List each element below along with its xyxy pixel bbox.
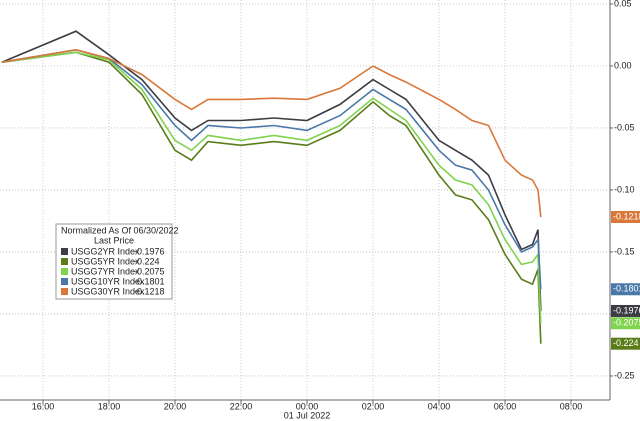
legend-label: USGG7YR Index: [71, 266, 140, 276]
x-tick-label: 00:00: [296, 401, 319, 411]
legend: Normalized As Of 06/30/2022 Last Price U…: [55, 223, 179, 300]
x-tick-label: 02:00: [362, 401, 385, 411]
x-tick-label: 18:00: [98, 401, 121, 411]
last-value-tag: [611, 304, 640, 317]
plot-area: [0, 0, 610, 400]
last-value-label: -0.1218: [613, 211, 640, 221]
x-tick-label: 20:00: [164, 401, 187, 411]
legend-value: -0.1801: [134, 276, 165, 286]
y-tick-label: 0.00: [614, 60, 632, 70]
last-value-label: -0.1801: [613, 284, 640, 294]
last-value-label: -0.2075: [613, 318, 640, 328]
line: [1, 48, 542, 218]
line: [1, 51, 542, 324]
last-value-tag: [611, 337, 640, 350]
y-tick-label: -0.15: [614, 246, 635, 256]
last-value-tag: [611, 210, 640, 223]
legend-swatch: [61, 278, 68, 285]
legend-label: USGG10YR Index: [71, 276, 145, 286]
legend-subtitle: Last Price: [94, 235, 134, 245]
y-tick-label: -0.10: [614, 184, 635, 194]
line: [1, 51, 542, 344]
last-value-label: -0.224: [613, 338, 639, 348]
legend-title: Normalized As Of 06/30/2022: [61, 225, 179, 235]
legend-value: -0.2075: [134, 266, 165, 276]
y-tick-label: -0.05: [614, 122, 635, 132]
legend-value: -0.224: [134, 256, 160, 266]
legend-swatch: [61, 258, 68, 265]
x-tick-label: 16:00: [32, 401, 55, 411]
y-tick-label: -0.25: [614, 370, 635, 380]
legend-label: USGG5YR Index: [71, 256, 140, 266]
last-value-label: -0.1976: [613, 305, 640, 315]
date-label: 01 Jul 2022: [284, 410, 331, 420]
line: [1, 30, 542, 312]
x-tick-label: 22:00: [230, 401, 253, 411]
last-value-tag: [611, 317, 640, 330]
legend-swatch: [61, 268, 68, 275]
x-tick-label: 06:00: [494, 401, 517, 411]
x-tick-label: 04:00: [428, 401, 451, 411]
legend-label: USGG2YR Index: [71, 246, 140, 256]
legend-value: -0.1218: [134, 286, 165, 296]
x-tick-label: 08:00: [560, 401, 583, 411]
line: [1, 48, 542, 290]
legend-swatch: [61, 248, 68, 255]
legend-label: USGG30YR Index: [71, 286, 145, 296]
legend-swatch: [61, 288, 68, 295]
legend-value: -0.1976: [134, 246, 165, 256]
legend-box: [55, 223, 173, 300]
y-tick-label: 0.05: [614, 0, 632, 8]
last-value-tag: [611, 283, 640, 296]
